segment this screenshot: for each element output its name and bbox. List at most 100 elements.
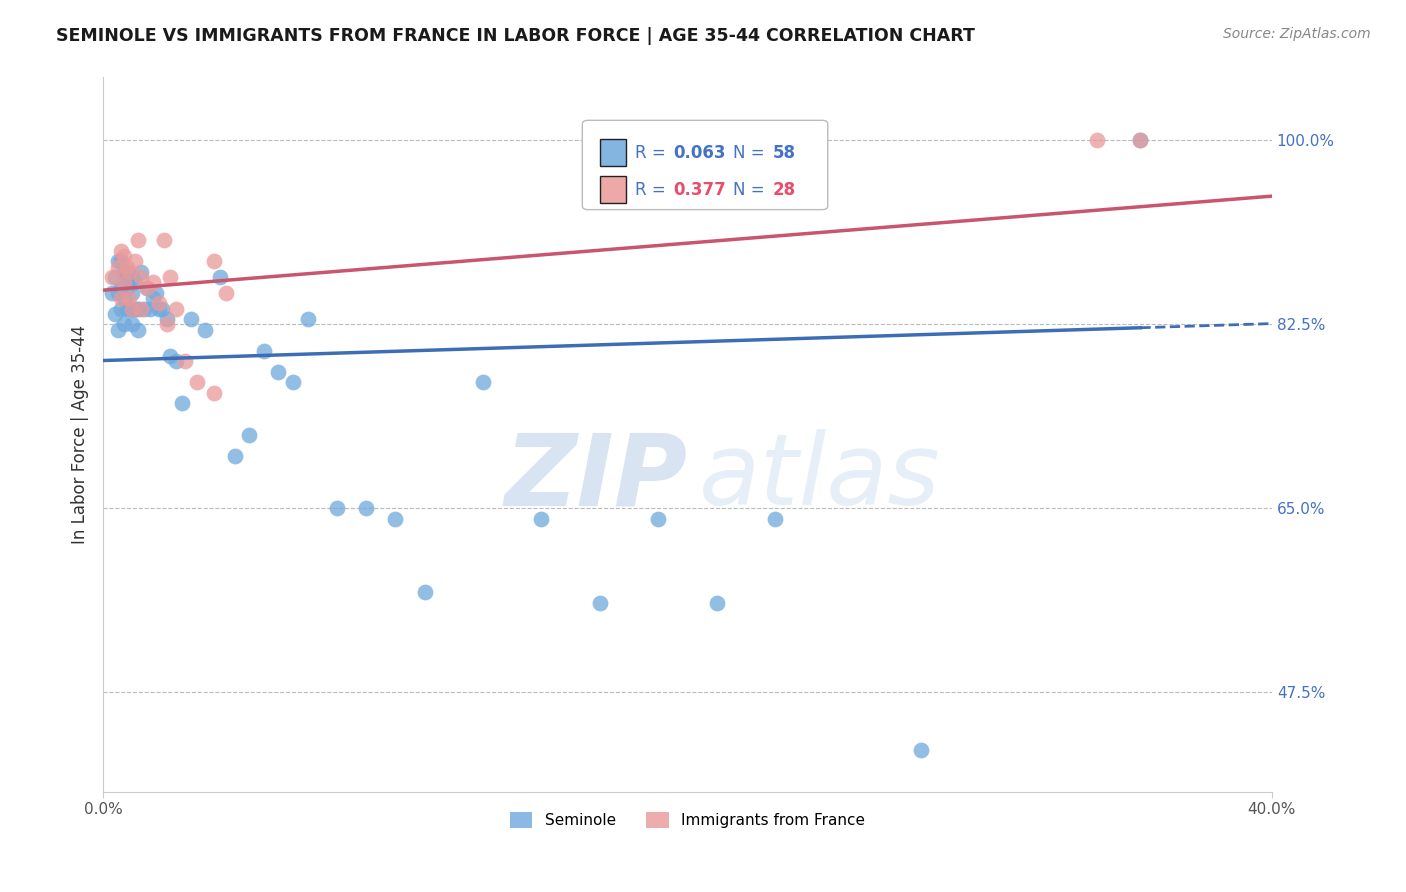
Point xyxy=(110,254,132,268)
Point xyxy=(1129,133,1152,147)
Point xyxy=(107,254,129,268)
FancyBboxPatch shape xyxy=(600,139,626,166)
Point xyxy=(121,270,143,285)
Point xyxy=(129,265,152,279)
Point xyxy=(129,270,152,285)
Point xyxy=(129,301,152,316)
Point xyxy=(910,743,932,757)
Y-axis label: In Labor Force | Age 35-44: In Labor Force | Age 35-44 xyxy=(72,326,89,544)
Point xyxy=(194,323,217,337)
Point xyxy=(110,244,132,258)
Point xyxy=(118,301,141,316)
Point xyxy=(159,270,181,285)
Point xyxy=(156,318,179,332)
Point xyxy=(208,270,231,285)
Text: Source: ZipAtlas.com: Source: ZipAtlas.com xyxy=(1223,27,1371,41)
Point xyxy=(215,285,238,300)
Point xyxy=(124,254,146,268)
Point xyxy=(472,375,495,389)
Point xyxy=(1085,133,1108,147)
Point xyxy=(136,280,159,294)
Point xyxy=(297,312,319,326)
Point xyxy=(148,301,170,316)
Point xyxy=(112,265,135,279)
Point xyxy=(118,265,141,279)
Point xyxy=(112,249,135,263)
Point xyxy=(121,318,143,332)
Point xyxy=(202,254,225,268)
Point xyxy=(180,312,202,326)
Point xyxy=(159,349,181,363)
Point xyxy=(165,354,187,368)
FancyBboxPatch shape xyxy=(582,120,828,210)
Text: R =: R = xyxy=(636,180,671,199)
Text: atlas: atlas xyxy=(699,429,941,526)
Point xyxy=(267,365,290,379)
Point xyxy=(104,270,127,285)
Point xyxy=(589,596,612,610)
Text: N =: N = xyxy=(733,180,770,199)
Text: R =: R = xyxy=(636,144,671,161)
Text: 58: 58 xyxy=(773,144,796,161)
Text: N =: N = xyxy=(733,144,770,161)
Point xyxy=(139,301,162,316)
Point xyxy=(101,285,124,300)
Point xyxy=(127,233,149,247)
Point xyxy=(110,280,132,294)
Legend: Seminole, Immigrants from France: Seminole, Immigrants from France xyxy=(503,806,872,834)
Point xyxy=(110,291,132,305)
Point xyxy=(127,323,149,337)
Point xyxy=(156,312,179,326)
Point xyxy=(115,280,138,294)
Point xyxy=(1129,133,1152,147)
Point xyxy=(647,512,669,526)
Point xyxy=(121,301,143,316)
Point xyxy=(107,323,129,337)
Point xyxy=(354,501,377,516)
Point xyxy=(253,343,276,358)
Point xyxy=(107,260,129,274)
Point xyxy=(186,375,208,389)
Text: 0.063: 0.063 xyxy=(673,144,725,161)
Point xyxy=(174,354,197,368)
Point xyxy=(530,512,553,526)
Point xyxy=(326,501,349,516)
Point xyxy=(384,512,406,526)
Point xyxy=(112,291,135,305)
Text: 28: 28 xyxy=(773,180,796,199)
Point xyxy=(115,260,138,274)
Point xyxy=(165,301,187,316)
Point xyxy=(110,301,132,316)
Point xyxy=(118,291,141,305)
Point xyxy=(112,318,135,332)
Point xyxy=(281,375,304,389)
Point xyxy=(224,449,246,463)
Point xyxy=(124,301,146,316)
FancyBboxPatch shape xyxy=(600,176,626,203)
Point xyxy=(148,296,170,310)
Point xyxy=(118,276,141,290)
Point xyxy=(202,385,225,400)
Point xyxy=(112,276,135,290)
Point xyxy=(763,512,786,526)
Point xyxy=(153,233,176,247)
Point xyxy=(150,301,173,316)
Point xyxy=(107,285,129,300)
Point xyxy=(413,585,436,599)
Point xyxy=(142,291,165,305)
Point xyxy=(127,301,149,316)
Point xyxy=(121,301,143,316)
Point xyxy=(145,285,167,300)
Point xyxy=(170,396,193,410)
Point xyxy=(104,307,127,321)
Point xyxy=(132,301,155,316)
Point xyxy=(124,276,146,290)
Point xyxy=(136,280,159,294)
Point xyxy=(115,265,138,279)
Text: ZIP: ZIP xyxy=(505,429,688,526)
Point xyxy=(142,276,165,290)
Text: 0.377: 0.377 xyxy=(673,180,727,199)
Point xyxy=(238,427,260,442)
Text: SEMINOLE VS IMMIGRANTS FROM FRANCE IN LABOR FORCE | AGE 35-44 CORRELATION CHART: SEMINOLE VS IMMIGRANTS FROM FRANCE IN LA… xyxy=(56,27,976,45)
Point xyxy=(101,270,124,285)
